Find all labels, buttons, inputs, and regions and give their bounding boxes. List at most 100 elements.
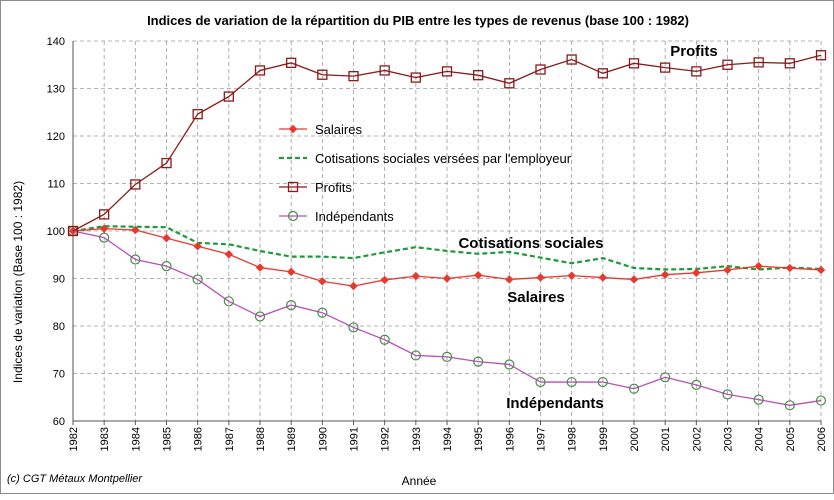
- series-annotation: Cotisations sociales: [458, 235, 603, 252]
- x-tick-label: 1982: [68, 427, 80, 451]
- data-point-profits: [254, 65, 266, 76]
- axes: 60 70 80 90 100 110 120 130 140 1982 1983 1984 1985 1…: [47, 36, 828, 451]
- chart-title: Indices de variation de la répartition d…: [147, 13, 689, 28]
- data-point-salaires: [286, 267, 296, 277]
- data-point-independants: [660, 372, 671, 383]
- x-tick-label: 1985: [162, 427, 174, 451]
- data-point-profits: [317, 69, 328, 80]
- data-point-salaires: [318, 277, 327, 286]
- data-point-salaires: [785, 263, 795, 273]
- data-point-independants: [628, 383, 640, 394]
- data-point-profits: [223, 91, 234, 102]
- data-point-profits: [784, 58, 795, 69]
- data-point-profits: [660, 62, 671, 73]
- data-point-salaires: [536, 273, 545, 282]
- data-point-independants: [566, 376, 577, 388]
- data-point-salaires: [816, 265, 826, 275]
- x-tick-label: 2005: [785, 427, 797, 451]
- y-axis-label: Indices de variation (Base 100 : 1982): [11, 181, 25, 383]
- data-point-profits: [67, 225, 79, 237]
- x-tick-label: 1988: [255, 427, 267, 451]
- x-tick-label: 2006: [816, 427, 828, 451]
- x-axis-label: Année: [402, 474, 437, 488]
- data-point-independants: [597, 376, 608, 388]
- x-tick-label: 2004: [754, 427, 766, 451]
- data-point-profits: [99, 209, 110, 220]
- data-point-salaires: [224, 250, 234, 259]
- data-point-profits: [504, 78, 515, 89]
- legend-label: Profits: [315, 180, 352, 195]
- data-point-profits: [192, 109, 203, 120]
- data-point-salaires: [99, 224, 109, 233]
- data-point-profits: [410, 72, 421, 83]
- x-tick-label: 1986: [193, 427, 205, 451]
- data-point-salaires: [660, 270, 670, 279]
- y-tick-label: 80: [53, 321, 65, 333]
- x-tick-label: 1990: [317, 427, 329, 451]
- x-tick-label: 1997: [536, 427, 548, 451]
- data-point-independants: [161, 261, 172, 272]
- data-point-profits: [130, 179, 141, 190]
- x-tick-label: 1984: [130, 427, 142, 451]
- data-point-profits: [628, 58, 640, 69]
- legend-marker: [287, 210, 299, 222]
- y-tick-label: 90: [53, 274, 65, 286]
- data-point-profits: [348, 71, 359, 82]
- series-line-independants: [72, 230, 822, 406]
- legend-label: Salaires: [315, 122, 362, 137]
- data-point-profits: [379, 65, 390, 76]
- data-point-salaires: [567, 271, 576, 280]
- data-point-independants: [99, 232, 110, 243]
- data-point-profits: [691, 66, 702, 77]
- x-tick-label: 1996: [504, 427, 516, 451]
- y-tick-label: 140: [47, 36, 65, 48]
- series-line-profits: [72, 54, 822, 232]
- legend: Salaires Cotisations sociales versées par…: [279, 122, 572, 224]
- data-point-profits: [722, 59, 733, 70]
- x-tick-label: 2003: [723, 427, 735, 451]
- data-point-profits: [161, 157, 172, 169]
- x-tick-label: 1999: [598, 427, 610, 451]
- data-point-salaires: [629, 275, 639, 284]
- credit-text: (c) CGT Métaux Montpellier: [7, 473, 143, 485]
- data-point-salaires: [380, 275, 389, 285]
- data-point-salaires: [692, 268, 701, 278]
- data-point-salaires: [162, 233, 171, 243]
- data-point-salaires: [473, 270, 483, 280]
- data-point-profits: [753, 57, 764, 68]
- data-point-profits: [535, 64, 546, 75]
- data-point-salaires: [193, 241, 202, 251]
- data-point-independants: [379, 334, 390, 345]
- data-point-profits: [473, 70, 484, 81]
- data-point-independants: [815, 395, 827, 406]
- x-tick-label: 1983: [99, 427, 111, 451]
- x-tick-label: 1991: [349, 427, 361, 451]
- x-tick-label: 1992: [380, 427, 392, 451]
- y-tick-label: 70: [53, 369, 65, 381]
- data-point-independants: [691, 379, 702, 390]
- data-point-independants: [254, 311, 266, 322]
- data-point-independants: [473, 356, 484, 367]
- data-point-profits: [815, 50, 827, 61]
- data-point-independants: [317, 307, 328, 318]
- x-tick-label: 2002: [691, 427, 703, 451]
- y-tick-label: 120: [47, 131, 65, 143]
- data-point-profits: [441, 66, 453, 77]
- y-tick-label: 100: [47, 226, 65, 238]
- series-annotation: Indépendants: [506, 395, 604, 412]
- series-annotation: Salaires: [507, 289, 565, 306]
- data-point-salaires: [255, 263, 265, 272]
- data-point-independants: [348, 322, 359, 333]
- y-tick-label: 110: [47, 179, 65, 191]
- data-point-salaires: [754, 261, 763, 271]
- data-point-salaires: [505, 275, 514, 284]
- x-tick-label: 1998: [567, 427, 579, 451]
- legend-marker: [288, 124, 298, 134]
- data-point-independants: [410, 350, 421, 361]
- legend-label: Indépendants: [315, 209, 394, 224]
- x-tick-label: 2000: [629, 427, 641, 451]
- y-tick-label: 60: [53, 416, 65, 428]
- data-point-independants: [130, 254, 141, 265]
